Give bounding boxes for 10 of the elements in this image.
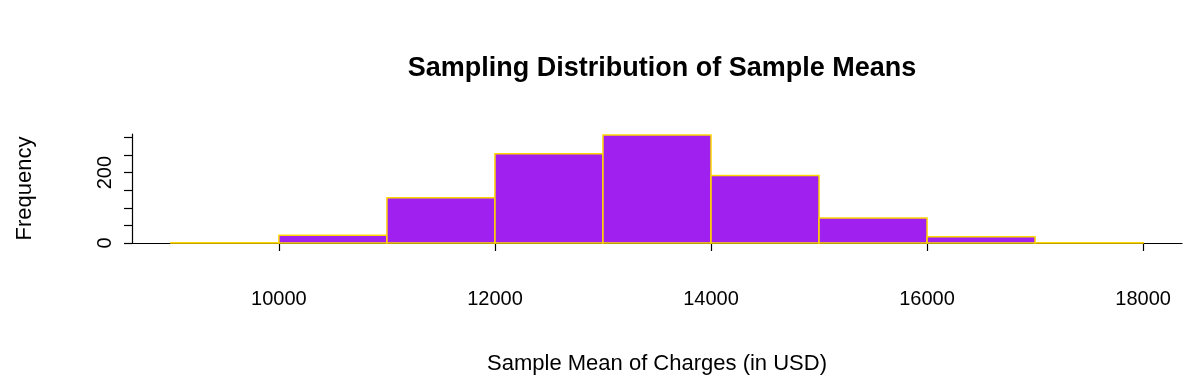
x-tick-label: 18000 [1115, 287, 1171, 309]
x-tick-label: 12000 [467, 287, 523, 309]
y-tick-label: 200 [93, 155, 115, 190]
x-tick-label: 10000 [251, 287, 307, 309]
x-tick-label: 16000 [899, 287, 955, 309]
x-tick-label: 14000 [683, 287, 739, 309]
x-axis-title: Sample Mean of Charges (in USD) [487, 349, 827, 375]
chart-title: Sampling Distribution of Sample Means [407, 51, 917, 82]
y-tick-label: 0 [93, 237, 115, 249]
y-axis-title: Frequency [10, 136, 36, 241]
